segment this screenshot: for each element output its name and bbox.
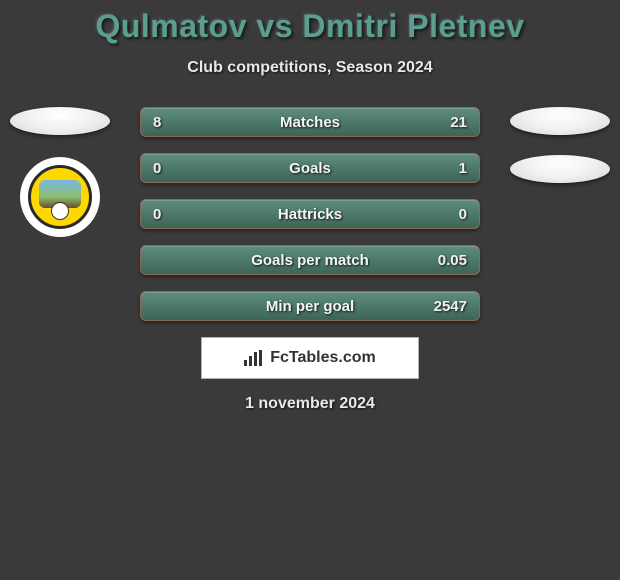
stat-label: Goals per match <box>251 252 369 269</box>
stat-left-value: 8 <box>153 114 183 131</box>
stat-label: Min per goal <box>266 298 354 315</box>
bar-chart-icon <box>244 350 264 366</box>
stat-right-value: 21 <box>437 114 467 131</box>
date-line: 1 november 2024 <box>10 395 610 413</box>
stat-right-value: 2547 <box>434 298 467 315</box>
left-spacer-badge-1 <box>10 107 110 135</box>
brand-label: FcTables.com <box>270 349 376 367</box>
stat-label: Hattricks <box>278 206 342 223</box>
brand-logo[interactable]: FcTables.com <box>201 337 419 379</box>
right-spacer-badge-1 <box>510 107 610 135</box>
stat-right-value: 1 <box>437 160 467 177</box>
stat-rows: 8 Matches 21 0 Goals 1 0 Hattricks 0 Goa… <box>140 107 480 321</box>
comparison-area: 8 Matches 21 0 Goals 1 0 Hattricks 0 Goa… <box>0 107 620 413</box>
stat-left-value: 0 <box>153 160 183 177</box>
stat-label: Matches <box>280 114 340 131</box>
club-crest-icon <box>28 165 92 229</box>
stat-row-goals-per-match: Goals per match 0.05 <box>140 245 480 275</box>
page-title: Qulmatov vs Dmitri Pletnev <box>0 0 620 45</box>
left-team-crest <box>20 157 100 237</box>
stat-label: Goals <box>289 160 331 177</box>
subtitle: Club competitions, Season 2024 <box>0 59 620 77</box>
stat-row-matches: 8 Matches 21 <box>140 107 480 137</box>
stat-row-min-per-goal: Min per goal 2547 <box>140 291 480 321</box>
stat-right-value: 0.05 <box>437 252 467 269</box>
stat-left-value: 0 <box>153 206 183 223</box>
right-spacer-badge-2 <box>510 155 610 183</box>
stat-right-value: 0 <box>437 206 467 223</box>
stat-row-goals: 0 Goals 1 <box>140 153 480 183</box>
stat-row-hattricks: 0 Hattricks 0 <box>140 199 480 229</box>
